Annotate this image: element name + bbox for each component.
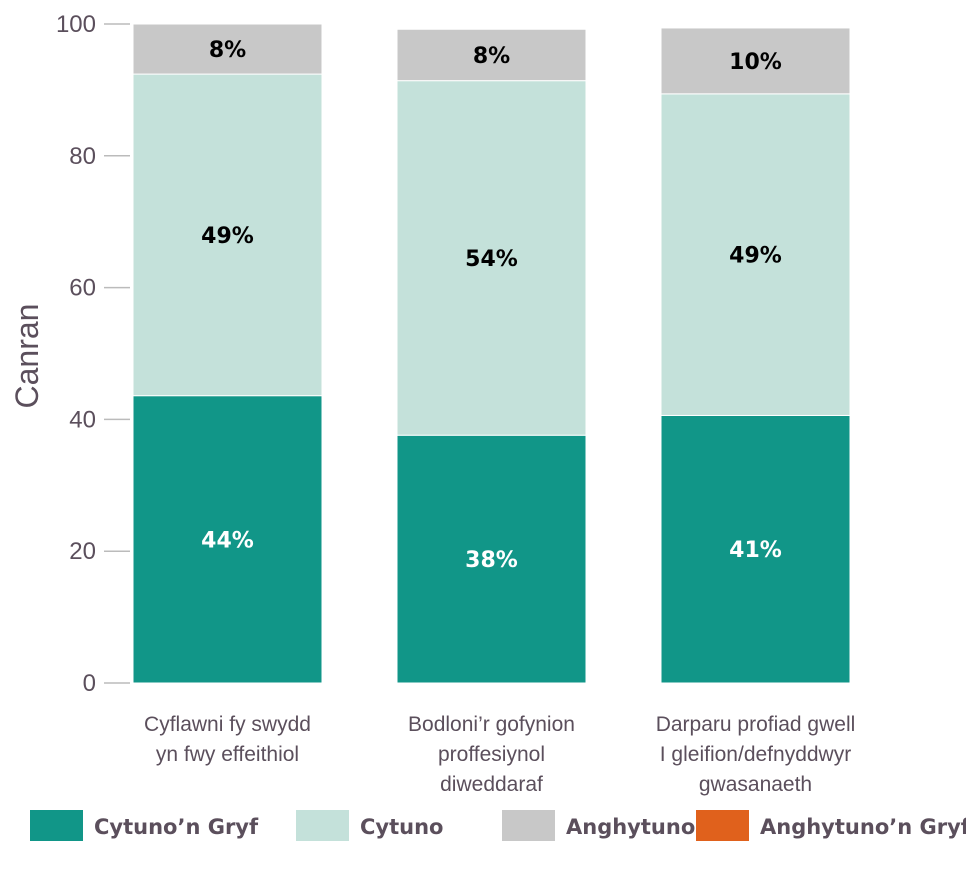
category-labels: Cyflawni fy swydd yn fwy effeithiol Bodlon… [144,713,855,796]
category-label: diweddaraf [440,773,543,796]
legend-swatch [696,810,749,841]
legend-label: Anghytuno [566,815,695,839]
data-label: 41% [729,538,782,563]
legend-label: Cytuno [360,815,443,839]
category-label: Cyflawni fy swydd [144,713,311,736]
legend: Cytuno’n Gryf Cytuno Anghytuno Anghytuno’n … [30,810,966,841]
bar-segment [660,414,851,684]
y-tick-label: 0 [83,670,96,697]
category-label: yn fwy effeithiol [156,743,299,766]
legend-label: Anghytuno’n Gryf [760,815,966,839]
data-label: 8% [473,44,510,69]
data-label: 10% [729,50,782,75]
y-axis: 0 20 40 60 80 100 [56,11,130,697]
bar-segment [660,93,851,416]
category-label: gwasanaeth [699,773,812,796]
y-tick-label: 100 [56,11,96,38]
category-label: Bodloni’r gofynion [408,713,575,736]
data-label: 49% [729,244,782,269]
bar-segment [132,395,323,684]
y-tick-label: 80 [69,143,96,170]
category-label: Darparu profiad gwell [656,713,856,736]
y-axis-title: Canran [9,304,45,409]
category-label: I gleifion/defnyddwyr [660,743,851,766]
y-tick-label: 60 [69,275,96,302]
data-label: 54% [465,247,518,272]
legend-swatch [30,810,83,841]
bars: 44% 49% 8% 38% 54% 8% 41% 49% 10% [132,23,851,684]
bar-segment [132,23,323,75]
legend-label: Cytuno’n Gryf [94,815,259,839]
bar-segment [396,28,587,82]
y-tick-label: 40 [69,406,96,433]
data-label: 38% [465,548,518,573]
data-label: 8% [209,38,246,63]
y-tick-label: 20 [69,538,96,565]
category-label: proffesiynol [438,743,545,766]
data-label: 44% [201,528,254,553]
legend-swatch [296,810,349,841]
legend-swatch [502,810,555,841]
bar-segment [132,73,323,397]
bar-segment [396,80,587,436]
data-label: 49% [201,224,254,249]
bar-segment [660,27,851,95]
